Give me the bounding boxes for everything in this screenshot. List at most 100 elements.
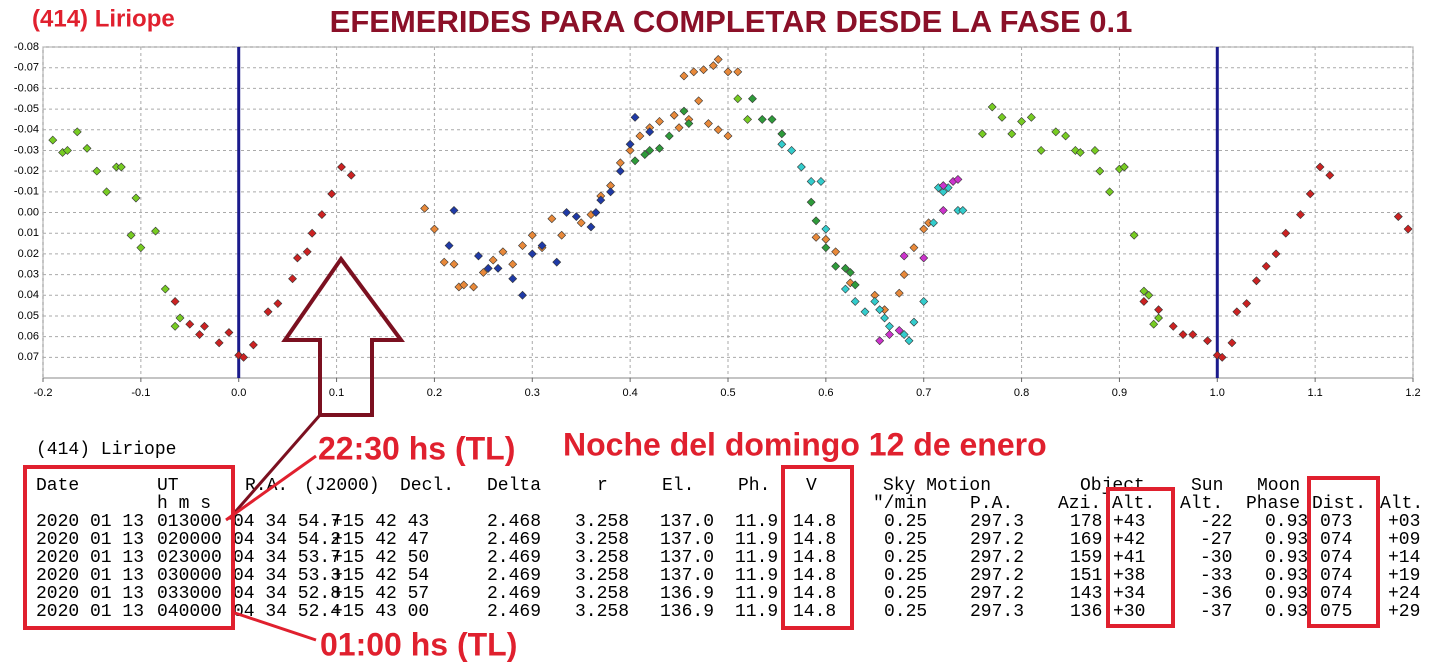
data-point xyxy=(1144,290,1154,300)
data-point xyxy=(459,280,469,290)
data-point xyxy=(1007,129,1017,139)
data-point xyxy=(1252,276,1261,286)
data-point xyxy=(586,222,596,232)
data-point xyxy=(508,274,518,284)
column-header: Sky Motion xyxy=(883,476,991,496)
data-point xyxy=(870,297,880,306)
y-tick-label: -0.05 xyxy=(14,103,39,115)
data-point xyxy=(606,187,615,197)
data-point xyxy=(894,325,904,335)
data-point xyxy=(200,321,209,331)
x-tick-label: 0.3 xyxy=(525,387,540,399)
data-point xyxy=(679,106,689,116)
table-cell: 143 xyxy=(1070,584,1102,604)
table-cell: -27 xyxy=(1200,530,1232,550)
data-point xyxy=(1242,299,1252,308)
data-point xyxy=(625,139,635,149)
data-point xyxy=(630,112,640,122)
y-tick-label: 0.01 xyxy=(18,227,39,239)
column-header: Date xyxy=(36,476,79,496)
y-tick-label: 0.00 xyxy=(18,206,39,218)
data-point xyxy=(978,129,987,139)
table-cell: +03 xyxy=(1388,512,1420,532)
table-cell: -37 xyxy=(1200,602,1232,622)
table-cell: -30 xyxy=(1200,548,1232,568)
data-point xyxy=(674,123,684,133)
data-point xyxy=(552,257,562,267)
table-cell: 169 xyxy=(1070,530,1102,550)
data-point xyxy=(899,330,909,339)
table-cell: 0.25 xyxy=(884,566,927,586)
data-point xyxy=(420,203,430,213)
data-point xyxy=(899,270,909,279)
data-point xyxy=(1178,330,1188,339)
column-header: Sun xyxy=(1191,476,1223,496)
table-cell: 3.258 xyxy=(575,548,629,568)
table-cell: 073 xyxy=(1320,512,1352,532)
table-cell: 0.93 xyxy=(1265,512,1308,532)
data-point xyxy=(337,162,346,172)
table-cell: 3.258 xyxy=(575,602,629,622)
table-cell: 14.8 xyxy=(793,548,836,568)
data-point xyxy=(679,71,689,81)
data-point xyxy=(1305,189,1315,199)
data-point xyxy=(439,257,449,267)
data-point xyxy=(958,206,968,215)
data-point xyxy=(151,226,160,236)
x-tick-label: -0.2 xyxy=(34,387,53,399)
data-point xyxy=(987,102,997,112)
annotation: 22:30 hs (TL) xyxy=(318,430,515,466)
column-header: UT xyxy=(157,476,179,496)
column-header: Alt. xyxy=(1112,494,1155,514)
data-point xyxy=(704,119,713,128)
table-cell: 04 34 53.3 xyxy=(233,566,341,586)
data-point xyxy=(1154,313,1163,323)
annotation: 01:00 hs (TL) xyxy=(320,626,517,662)
data-point xyxy=(669,110,679,120)
ephemeris-table: (414) Liriope Date UT R.A. (J2000) Decl. Delta… xyxy=(36,440,1423,622)
data-point xyxy=(811,232,821,242)
table-cell: 159 xyxy=(1070,548,1102,568)
data-point xyxy=(743,114,752,124)
table-cell: 11.9 xyxy=(735,530,778,550)
table-cell: 023000 xyxy=(157,548,222,568)
data-point xyxy=(777,129,787,139)
table-cell: 074 xyxy=(1320,584,1352,604)
table-cell: 137.0 xyxy=(660,512,714,532)
data-point xyxy=(1149,319,1159,329)
data-point xyxy=(537,241,547,251)
data-point xyxy=(248,340,258,350)
column-header: r xyxy=(597,476,608,496)
x-tick-label: 0.6 xyxy=(818,387,833,399)
table-cell: 297.3 xyxy=(970,512,1024,532)
column-header: Dist. xyxy=(1312,494,1366,514)
y-tick-label: 0.06 xyxy=(18,331,39,343)
highlight-box xyxy=(23,465,235,630)
data-point xyxy=(1271,249,1281,259)
table-cell: 14.8 xyxy=(793,602,836,622)
table-cell: 0.25 xyxy=(884,548,927,568)
data-point xyxy=(723,67,733,77)
data-point xyxy=(655,117,664,126)
data-point xyxy=(527,230,537,240)
column-header: (J2000) xyxy=(304,476,380,496)
column-header: Decl. xyxy=(400,476,454,496)
data-point xyxy=(131,193,141,203)
data-point xyxy=(919,224,929,234)
data-point xyxy=(48,135,58,145)
data-point xyxy=(136,243,146,253)
data-point xyxy=(684,119,694,128)
table-cell: 297.2 xyxy=(970,584,1024,604)
data-point xyxy=(1296,210,1305,219)
highlight-box xyxy=(1106,487,1175,628)
data-point xyxy=(576,218,586,228)
data-point xyxy=(723,131,733,141)
table-cell: 137.0 xyxy=(660,548,714,568)
data-point xyxy=(63,146,72,155)
data-point xyxy=(1232,307,1242,317)
data-point xyxy=(919,297,929,306)
data-point xyxy=(1139,286,1149,296)
data-point xyxy=(860,307,870,317)
data-point xyxy=(591,208,601,217)
y-tick-label: -0.08 xyxy=(14,41,39,53)
